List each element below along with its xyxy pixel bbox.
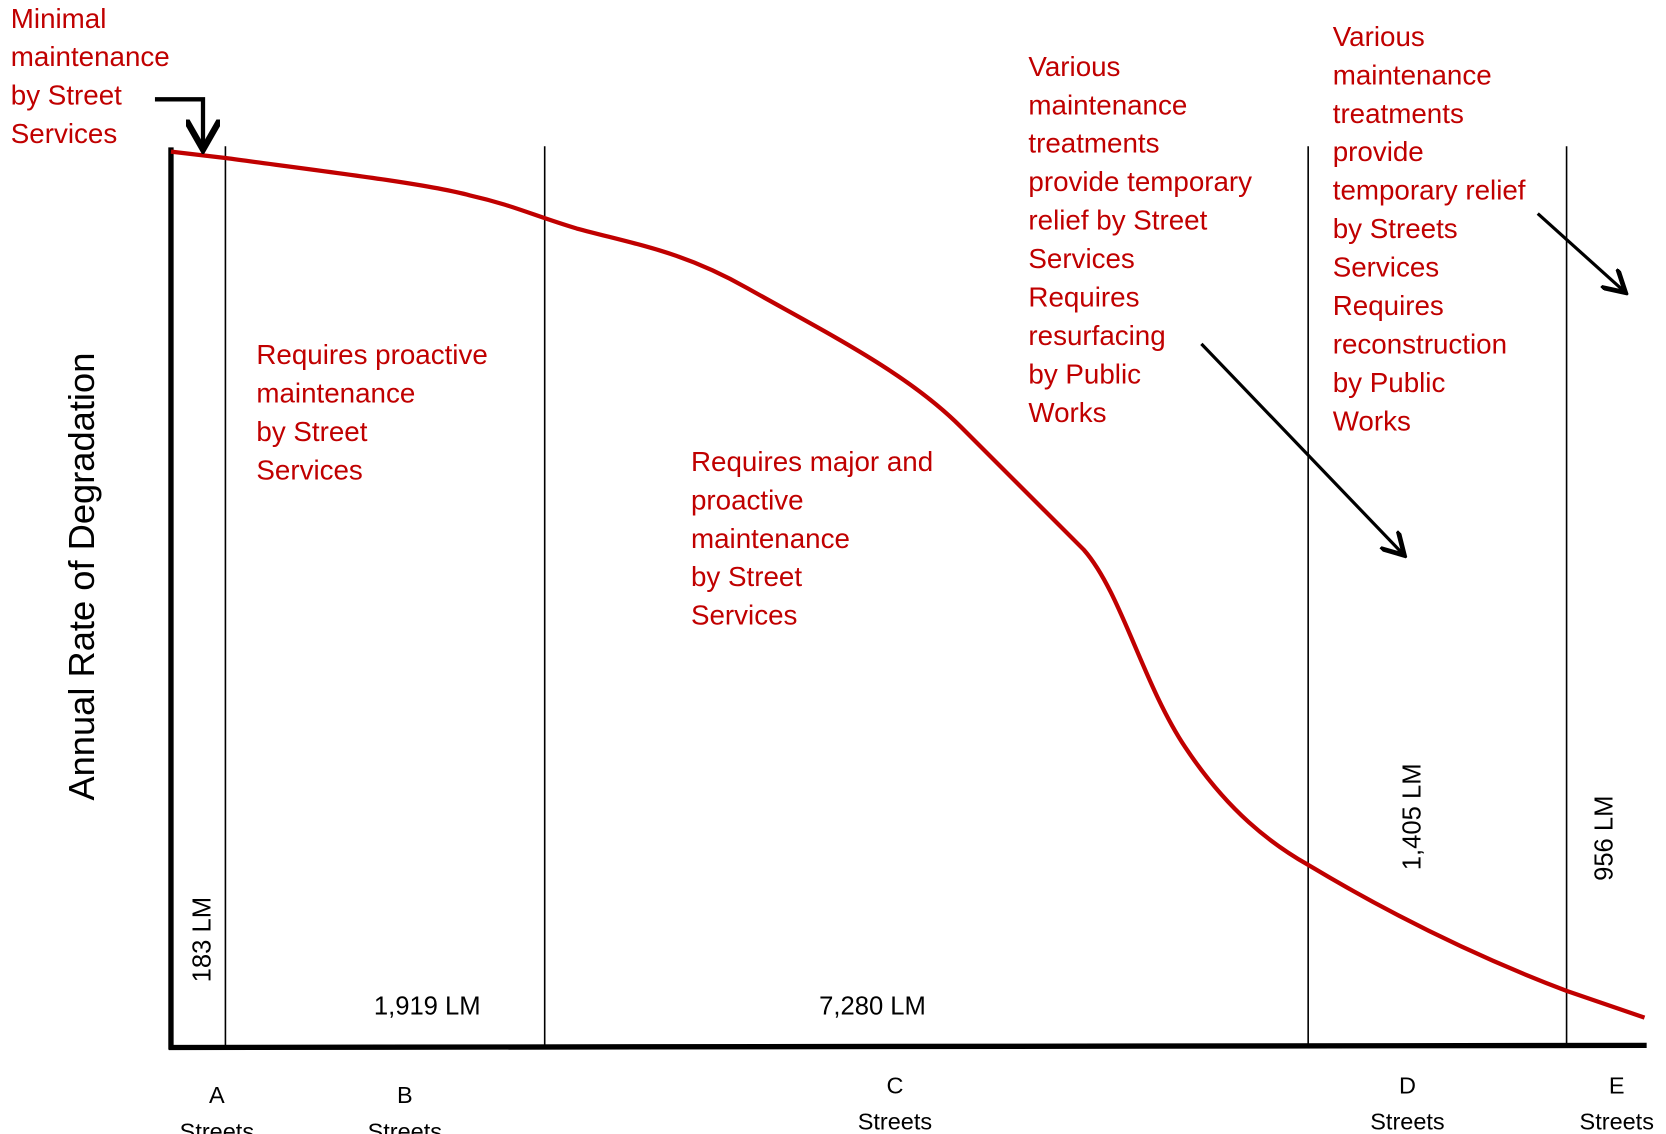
x-label: Streets [1580, 1109, 1654, 1134]
annotation-line: resurfacing [1028, 320, 1165, 351]
annotation-line: by Public [1028, 358, 1141, 389]
annotation-line: treatments [1028, 128, 1159, 159]
arrow [154, 97, 203, 145]
annotation-line: Services [256, 454, 362, 485]
section-length: 1,405 LM [1398, 763, 1426, 870]
annotation-line: Services [11, 118, 117, 149]
x-label: Streets [858, 1109, 932, 1134]
annotation-line: maintenance [11, 41, 170, 72]
x-label: A [209, 1082, 225, 1108]
x-label: C [886, 1072, 903, 1098]
annotation-line: Requires major and [691, 446, 933, 477]
annotation-line: provide [1333, 136, 1424, 167]
degradation-curve [170, 149, 1646, 1020]
x-label: Streets [180, 1118, 254, 1134]
annotation-line: by Street [11, 80, 122, 111]
annotation-line: by Public [1333, 367, 1446, 398]
annotation-line: Requires [1028, 281, 1139, 312]
x-label: B [397, 1082, 413, 1108]
annotation-line: Requires [1333, 290, 1444, 321]
y-axis-label: Annual Rate of Degradation [61, 353, 102, 801]
annotation-line: maintenance [1028, 89, 1187, 120]
annotation-line: by Street [691, 561, 802, 592]
arrow [1536, 212, 1623, 291]
annotation-line: Various [1333, 21, 1425, 52]
section-length: 1,919 LM [374, 992, 481, 1020]
annotation-line: Requires proactive [256, 339, 487, 370]
annotation-line: maintenance [691, 523, 850, 554]
annotation: Various maintenance treatments provide tempo… [1333, 21, 1526, 436]
annotation-line: reconstruction [1333, 328, 1507, 359]
annotation-line: Various [1028, 51, 1120, 82]
x-label: E [1609, 1072, 1625, 1098]
annotation: Requires proactive maintenance by Street Se… [256, 339, 487, 485]
annotation-line: Works [1028, 397, 1106, 428]
annotation-line: proactive [691, 484, 804, 515]
annotation-line: Services [1028, 243, 1134, 274]
arrows [154, 97, 1623, 553]
x-label: Streets [1370, 1109, 1444, 1134]
annotation-line: maintenance [1333, 59, 1492, 90]
arrow [1200, 342, 1402, 553]
section-length: 183 LM [188, 897, 216, 982]
x-label: D [1399, 1072, 1416, 1098]
annotation-line: provide temporary [1028, 166, 1252, 197]
annotation-line: relief by Street [1028, 205, 1207, 236]
annotation: Requires major and proactive maintenance by… [691, 446, 933, 631]
annotation: Various maintenance treatments provide temp… [1028, 51, 1252, 428]
annotation-line: Minimal [11, 3, 107, 34]
section-length: 956 LM [1590, 796, 1618, 881]
annotation-line: treatments [1333, 98, 1464, 129]
annotation-line: maintenance [256, 378, 415, 409]
frame [168, 146, 1647, 1051]
annotation-line: by Street [256, 416, 367, 447]
annotation-line: Works [1333, 405, 1411, 436]
annotation-line: Services [691, 600, 797, 631]
annotation-line: by Streets [1333, 213, 1458, 244]
section-length: 7,280 LM [819, 992, 926, 1020]
annotation: Minimal maintenance by Street Services [11, 3, 170, 149]
annotation-line: Services [1333, 252, 1439, 283]
x-label: Streets [368, 1118, 442, 1134]
annotation-line: temporary relief [1333, 175, 1526, 206]
x-axis [168, 1042, 1647, 1051]
